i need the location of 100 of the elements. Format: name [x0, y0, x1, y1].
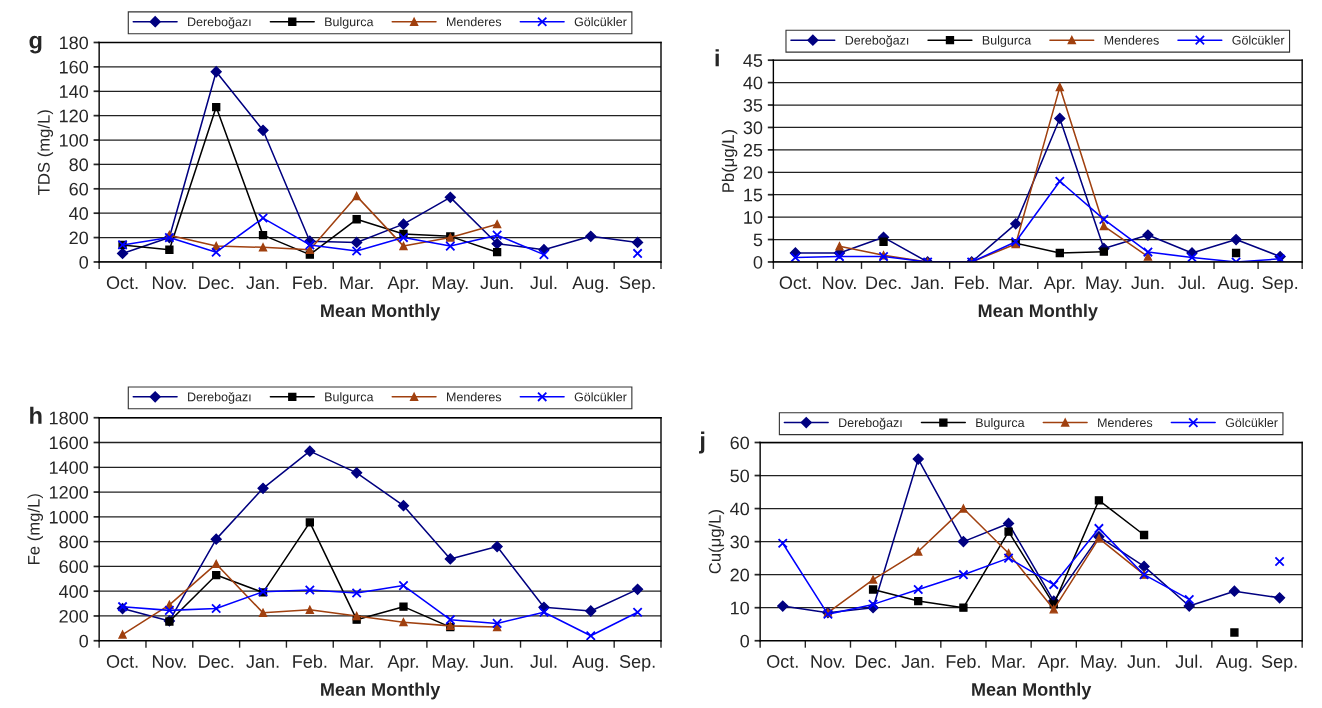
- x-tick-label: Jan.: [910, 276, 944, 290]
- y-tick-label: 10: [731, 601, 750, 615]
- y-tick-label: 60: [69, 182, 89, 196]
- x-tick-label: Nov.: [823, 276, 856, 290]
- legend-label: Menderes: [1104, 35, 1159, 45]
- legend-label: Gölcükler: [574, 392, 627, 402]
- y-tick-label: 140: [59, 85, 89, 98]
- x-axis-title: Mean Monthly: [321, 682, 441, 700]
- x-tick-label: Aug.: [1217, 276, 1253, 293]
- legend-label: Dereboğazı: [845, 35, 909, 48]
- y-tick-label: 30: [743, 121, 763, 135]
- y-tick-label: 30: [730, 535, 750, 549]
- x-tick-label: May.: [432, 276, 468, 293]
- y-tick-label: 1800: [49, 411, 89, 425]
- y-tick-label: 0: [753, 255, 763, 269]
- y-tick-label: 800: [59, 535, 89, 549]
- x-tick-label: Jul.: [1178, 275, 1205, 290]
- y-tick-label: 40: [69, 207, 89, 220]
- x-tick-label: Jul.: [1175, 654, 1202, 668]
- x-tick-label: Aug.: [572, 655, 608, 672]
- x-tick-label: Jun.: [480, 276, 513, 290]
- y-axis-title: Cu(μg/L): [708, 510, 725, 574]
- legend-label: Dereboğazı: [839, 417, 902, 430]
- x-tick-label: Apr.: [1043, 276, 1075, 293]
- y-tick-label: 20: [69, 231, 89, 245]
- x-tick-label: Nov.: [152, 655, 186, 668]
- x-tick-label: Mar.: [340, 655, 373, 668]
- legend-label: Gölcükler: [1225, 417, 1278, 428]
- legend-label: Dereboğazı: [188, 391, 251, 404]
- x-tick-label: Jan.: [901, 655, 934, 668]
- chart-title: g: [29, 35, 42, 54]
- x-tick-label: Nov.: [152, 276, 186, 290]
- y-tick-label: 5: [753, 233, 763, 247]
- y-tick-label: 0: [740, 634, 750, 648]
- x-tick-label: Aug.: [1215, 655, 1252, 672]
- y-tick-label: 20: [743, 166, 763, 179]
- chart-title: j: [699, 431, 705, 454]
- y-tick-label: 1400: [49, 461, 89, 474]
- y-axis-title: TDS (mg/L): [37, 110, 54, 195]
- x-tick-label: Apr.: [1037, 655, 1069, 672]
- legend-label: Gölcükler: [1232, 35, 1285, 45]
- y-tick-label: 80: [69, 158, 89, 172]
- y-tick-label: 100: [59, 133, 89, 147]
- y-tick-label: 600: [59, 560, 89, 574]
- x-tick-label: Mar.: [999, 276, 1032, 290]
- x-axis-title: Mean Monthly: [978, 303, 1098, 321]
- x-tick-label: Jun.: [1127, 655, 1160, 668]
- chart-title: h: [30, 406, 42, 424]
- legend-label: Bulgurca: [325, 392, 374, 404]
- x-tick-label: Apr.: [387, 276, 418, 293]
- y-tick-label: 40: [730, 502, 750, 516]
- x-tick-label: Mar.: [992, 655, 1025, 668]
- x-tick-label: Jul.: [530, 275, 557, 290]
- y-axis-title: Fe (mg/L): [27, 494, 44, 564]
- y-tick-label: 0: [79, 634, 89, 648]
- x-tick-label: May.: [432, 655, 468, 672]
- x-tick-label: Feb.: [293, 275, 327, 290]
- x-tick-label: May.: [1086, 276, 1122, 293]
- x-tick-label: Jan.: [246, 276, 279, 290]
- x-tick-label: Jun.: [1131, 276, 1164, 290]
- x-tick-label: May.: [1081, 655, 1117, 672]
- legend-label: Bulgurca: [982, 35, 1032, 48]
- y-tick-label: 400: [59, 585, 89, 598]
- x-axis-title: Mean Monthly: [321, 303, 441, 321]
- y-tick-label: 45: [743, 54, 763, 67]
- legend-label: Menderes: [447, 17, 502, 27]
- y-axis-title: Pb(μg/L): [721, 129, 738, 192]
- x-tick-label: Sep.: [619, 276, 655, 293]
- x-tick-label: Jun.: [480, 655, 513, 668]
- y-tick-label: 25: [743, 143, 763, 157]
- x-tick-label: Feb.: [946, 654, 980, 668]
- legend-label: Gölcükler: [574, 17, 627, 27]
- x-tick-label: Dec.: [866, 276, 901, 290]
- y-tick-label: 1200: [49, 485, 89, 499]
- x-axis-title: Mean Monthly: [972, 682, 1092, 700]
- x-tick-label: Feb.: [293, 654, 327, 668]
- y-tick-label: 10: [744, 211, 763, 224]
- y-tick-label: 200: [59, 609, 89, 623]
- x-tick-label: Sep.: [1262, 276, 1298, 293]
- legend-label: Dereboğazı: [188, 16, 251, 29]
- y-tick-label: 35: [743, 98, 763, 112]
- y-tick-label: 1600: [49, 436, 89, 450]
- y-tick-label: 160: [59, 60, 89, 74]
- x-tick-label: Jan.: [246, 655, 279, 668]
- y-tick-label: 180: [59, 36, 89, 50]
- x-tick-label: Dec.: [199, 655, 234, 668]
- y-tick-label: 0: [79, 255, 89, 269]
- x-tick-label: Mar.: [340, 276, 373, 290]
- y-tick-label: 1000: [49, 510, 89, 524]
- x-tick-label: Sep.: [619, 655, 655, 672]
- x-tick-label: Sep.: [1261, 655, 1297, 672]
- legend-label: Bulgurca: [325, 17, 374, 29]
- y-tick-label: 40: [743, 76, 763, 90]
- x-tick-label: Aug.: [572, 276, 608, 293]
- chart-title: i: [715, 49, 719, 67]
- y-tick-label: 15: [744, 188, 763, 202]
- x-tick-label: Oct.: [106, 276, 138, 290]
- x-tick-label: Dec.: [199, 276, 234, 290]
- x-tick-label: Dec.: [855, 655, 890, 668]
- x-tick-label: Feb.: [955, 275, 989, 290]
